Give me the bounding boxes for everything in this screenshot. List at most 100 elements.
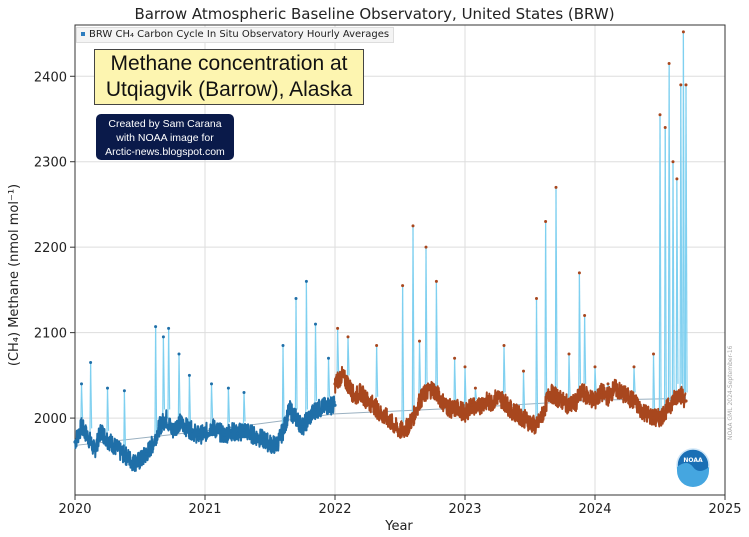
spike-down-1-23 [659,114,662,410]
credit-line-2: with NOAA image for [116,132,214,144]
peak-point-1-3 [401,284,405,288]
spike-down-1-13 [535,298,539,419]
data-point-1-24 [489,401,493,405]
data-point-1-22 [476,406,480,410]
data-point-1-32 [541,412,545,416]
data-point-0-17 [183,425,188,429]
data-point-1-44 [619,390,623,395]
series-0 [73,279,337,472]
data-point-1-21 [469,403,474,407]
data-point-0-39 [326,403,331,407]
peak-point-0-8 [187,373,191,377]
peak-point-1-0 [336,326,340,330]
spike-down-1-6 [425,247,428,384]
spike-down-1-17 [578,272,582,384]
data-point-1-12 [411,416,415,420]
headline-line-1: Methane concentration at [110,52,348,75]
peak-point-0-15 [314,322,317,326]
headline-box: Methane concentration at Utqiagvik (Barr… [94,49,364,105]
data-point-1-2 [346,382,350,386]
peak-point-0-2 [106,386,109,390]
peak-point-1-12 [522,369,525,373]
spike-down-1-30 [685,84,688,393]
data-point-0-23 [222,433,227,437]
axes: 2020 2021 2022 2023 2024 2025 2000 2100 2200 2300… [34,70,742,517]
peak-point-1-19 [593,365,597,369]
peak-point-0-1 [89,361,93,365]
spike-down-0-1 [90,362,93,429]
peak-point-1-18 [583,314,587,318]
y-tick-label-4: 2400 [34,70,67,85]
data-point-0-5 [105,437,110,442]
data-point-1-34 [554,395,558,399]
data-point-0-27 [248,431,253,436]
logo-text: NOAA [683,457,703,464]
spike-down-0-6 [168,328,171,410]
peak-point-0-5 [161,335,165,339]
peak-point-1-9 [463,365,467,369]
data-point-1-0 [333,382,337,386]
data-point-1-50 [658,416,662,420]
spike-down-1-22 [652,353,656,410]
x-tick-label-4: 2024 [578,502,611,517]
data-point-1-5 [365,399,370,403]
spike-down-1-1 [347,336,350,376]
data-point-1-46 [632,399,636,403]
spike-down-1-25 [668,63,671,402]
credit-box: Created by Sam Carana with NOAA image fo… [96,114,234,160]
data-point-1-45 [625,395,630,399]
peak-point-1-23 [658,113,662,117]
peak-point-1-21 [632,365,636,369]
data-point-1-11 [404,426,409,430]
data-point-1-26 [502,399,506,403]
data-point-0-21 [209,425,214,429]
data-point-1-39 [586,395,591,399]
data-point-1-4 [359,390,363,395]
peak-point-1-29 [681,30,685,34]
spike-down-1-21 [633,366,636,393]
peak-point-1-1 [346,335,350,339]
series-line-1 [334,365,687,439]
data-point-1-1 [339,373,344,377]
peak-point-1-11 [502,343,506,347]
peak-point-1-13 [535,296,538,300]
data-point-1-40 [593,399,597,403]
spike-down-0-0 [80,383,84,419]
peak-point-0-6 [167,326,171,330]
data-point-1-20 [463,412,467,416]
data-point-0-6 [112,443,116,448]
data-point-1-54 [684,399,688,403]
peak-point-1-24 [663,126,667,130]
noaa-stamp: NOAA GML 2024-September-16 [727,345,734,440]
x-tick-label-5: 2025 [708,502,741,517]
data-point-1-38 [580,390,584,395]
y-tick-label-1: 2100 [34,327,67,342]
peak-point-0-13 [294,296,298,300]
credit-line-1: Created by Sam Carana [108,118,222,130]
data-point-1-29 [521,416,526,420]
spike-down-1-29 [682,31,686,393]
spike-down-0-3 [123,390,127,449]
data-point-1-31 [534,425,539,429]
spike-down-1-3 [402,285,405,423]
spike-down-0-10 [227,388,231,423]
data-point-1-23 [482,399,487,403]
data-point-0-9 [131,460,136,465]
peak-point-1-27 [675,177,679,181]
data-point-1-14 [424,390,428,395]
credit-line-3: Arctic-news.blogspot.com [105,146,225,158]
data-point-1-3 [352,395,357,399]
peak-point-0-9 [210,382,213,386]
baseline-trend [74,397,687,446]
data-point-1-19 [456,406,461,410]
spike-down-0-5 [162,336,166,410]
peak-point-0-3 [122,389,126,393]
data-point-1-15 [430,386,435,390]
data-point-0-3 [92,448,97,453]
data-point-0-13 [157,425,162,429]
series-1 [333,30,688,439]
peak-point-0-7 [177,352,181,356]
peak-point-0-4 [154,325,158,329]
peak-point-1-14 [544,220,548,224]
